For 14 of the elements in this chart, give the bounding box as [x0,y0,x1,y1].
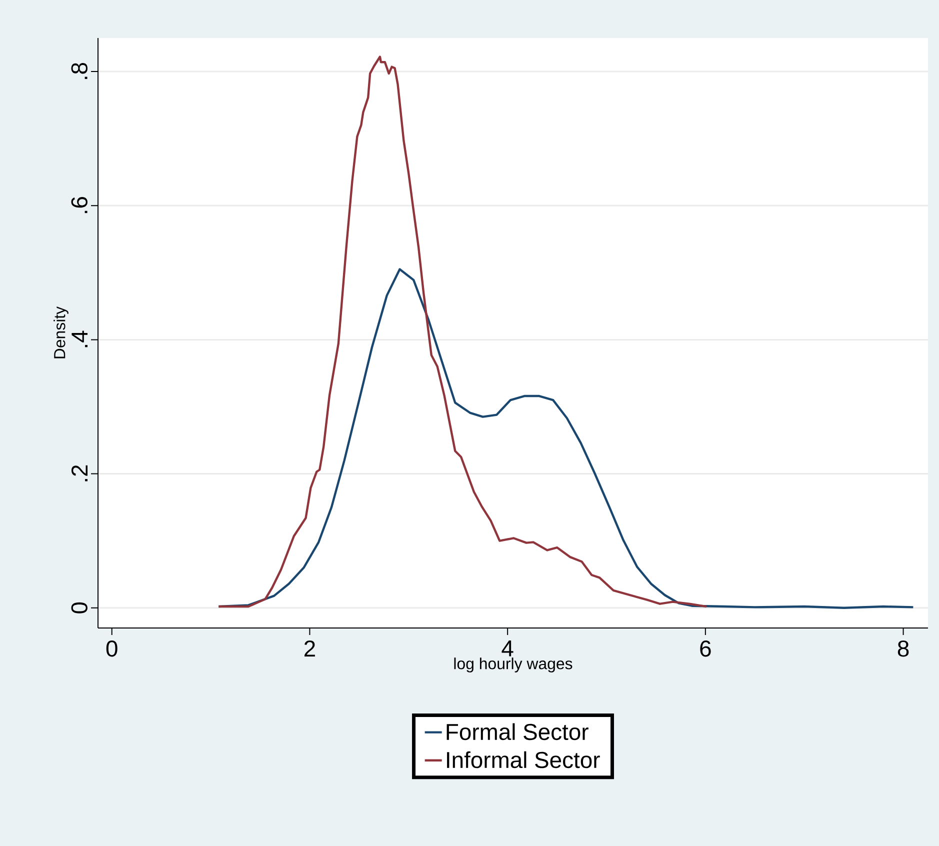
legend-label: Formal Sector [446,723,588,740]
x-tick-label: 6 [700,640,711,657]
x-tick-label: 4 [502,640,514,656]
x-tick-label: 2 [304,640,315,657]
x-tick-label: 0 [106,640,118,657]
y-tick-label: 0 [71,602,88,614]
y-axis-title: Density [54,306,68,358]
legend-label: Informal Sector [447,751,600,768]
x-tick-label: 8 [898,640,909,657]
y-tick-label: .4 [72,330,88,348]
y-tick-label: .2 [71,465,88,482]
x-axis-title: log hourly wages [454,658,572,672]
y-tick-label: .8 [71,62,88,79]
y-tick-label: .6 [71,197,88,214]
